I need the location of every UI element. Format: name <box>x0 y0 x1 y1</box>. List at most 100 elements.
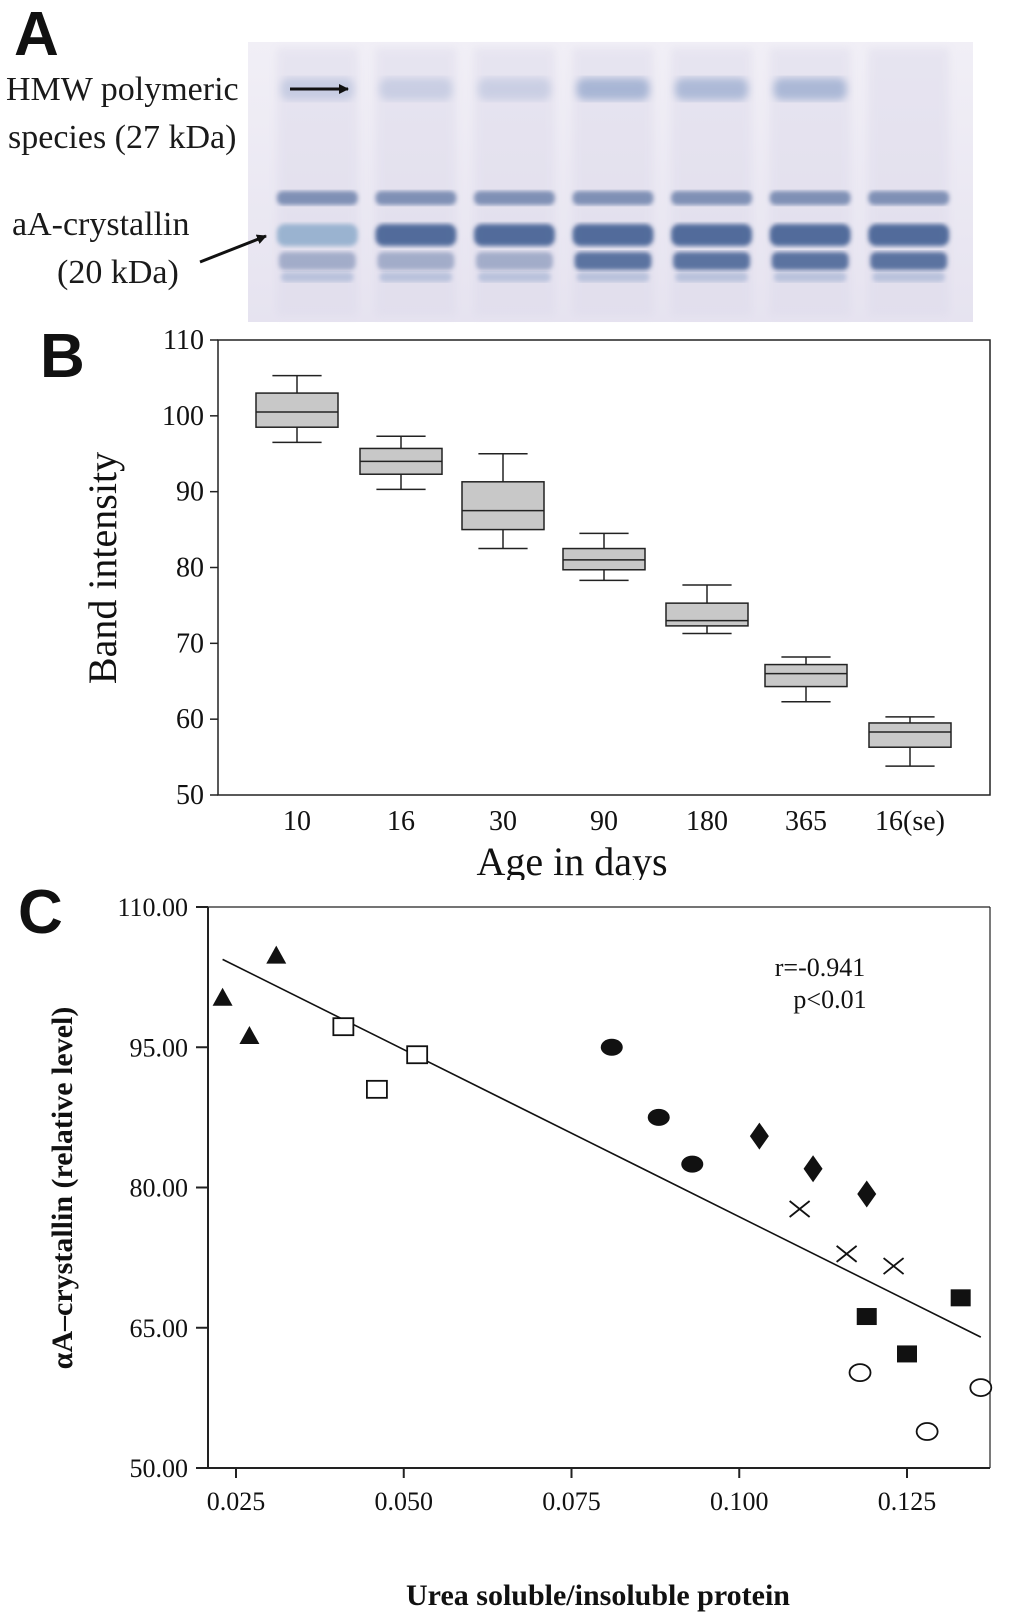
y-tick-label: 95.00 <box>130 1033 189 1062</box>
triangle-marker <box>212 987 233 1006</box>
x-tick-label: 30 <box>489 806 517 837</box>
open-square-marker <box>406 1045 429 1065</box>
x-tick-label: 180 <box>686 806 728 837</box>
y-tick-label: 110.00 <box>117 893 188 922</box>
y-tick-label: 90 <box>176 477 204 508</box>
box-365 <box>764 656 848 703</box>
upper-band <box>375 191 457 205</box>
diamond-marker <box>749 1122 769 1150</box>
gel-lane <box>868 48 950 316</box>
box-16se <box>868 716 952 767</box>
upper-band <box>868 191 950 205</box>
y-tick-label: 60 <box>176 704 204 735</box>
series-30-days <box>600 1038 704 1173</box>
box-30 <box>461 453 545 550</box>
x-tick-label: 365 <box>785 806 827 837</box>
hmw-band <box>675 78 748 100</box>
gel-lane <box>474 48 555 316</box>
triangle-marker <box>266 945 287 964</box>
iqr-box <box>461 481 545 531</box>
lower-band <box>377 252 455 270</box>
panel-b-boxplot: 50 60 70 80 90 100 110 10 16 30 90 180 365 16(se) Ba… <box>80 325 991 880</box>
faint-band <box>675 272 748 282</box>
upper-band <box>769 191 851 205</box>
regression-line <box>222 958 982 1338</box>
x-axis: 0.025 0.050 0.075 0.100 0.125 <box>207 1468 936 1516</box>
x-tick-label: 90 <box>590 806 618 837</box>
upper-band <box>474 191 555 205</box>
x-tick-label: 0.075 <box>542 1487 601 1516</box>
iqr-box <box>665 602 749 627</box>
gel-lane <box>671 48 752 316</box>
filled-circle-marker <box>647 1108 670 1126</box>
hmw-label-line1: HMW polymeric <box>6 71 239 108</box>
gel-lane <box>375 48 457 316</box>
filled-square-marker <box>856 1308 877 1326</box>
faint-band <box>576 272 650 282</box>
lane-shade <box>868 48 950 316</box>
lower-band <box>673 252 750 270</box>
y-axis-title: Band intensity <box>80 452 125 684</box>
x-tick-label: 16(se) <box>875 806 945 837</box>
filled-circle-marker <box>681 1155 704 1173</box>
gel-lanes <box>276 48 950 316</box>
series-16-se--days <box>848 1363 993 1441</box>
filled-circle-marker <box>600 1038 623 1056</box>
box-10 <box>255 374 339 444</box>
upper-band <box>276 191 358 205</box>
aa-crystallin-label-line2: (20 kDa) <box>57 254 179 291</box>
gel-lane <box>769 48 851 316</box>
y-axis: 50.00 65.00 80.00 95.00 110.00 <box>117 893 208 1483</box>
iqr-box <box>868 722 952 748</box>
y-tick-label: 110 <box>163 325 204 356</box>
x-tick-label: 0.100 <box>710 1487 769 1516</box>
faint-band <box>280 272 354 282</box>
panel-a-gel: A HMW polymeric species (27 kDa) aA-crys… <box>0 0 1025 330</box>
panel-letter-c: C <box>18 878 63 947</box>
y-axis-title: αA–crystallin (relative level) <box>46 1007 79 1370</box>
hmw-band <box>379 78 453 100</box>
y-axis: 50 60 70 80 90 100 110 <box>162 325 218 811</box>
y-tick-label: 80.00 <box>130 1174 189 1203</box>
triangle-marker <box>239 1026 260 1045</box>
iqr-box <box>255 392 339 428</box>
y-tick-label: 65.00 <box>130 1314 189 1343</box>
data-points <box>212 945 993 1441</box>
y-tick-label: 50 <box>176 780 204 811</box>
y-tick-label: 70 <box>176 628 204 659</box>
open-square-marker <box>366 1079 388 1099</box>
iqr-box <box>562 547 646 571</box>
lower-band <box>476 252 553 270</box>
box-180 <box>665 584 749 635</box>
x-tick-label: 0.050 <box>375 1487 434 1516</box>
x-axis-title: Age in days <box>476 839 667 880</box>
faint-band <box>872 272 946 282</box>
series-90-days <box>749 1122 877 1208</box>
gel-lane <box>572 48 654 316</box>
hmw-band <box>773 78 847 100</box>
hmw-band <box>576 78 650 100</box>
main-band <box>276 224 358 246</box>
open-circle-marker <box>915 1422 939 1441</box>
series-10-days <box>212 945 287 1045</box>
open-circle-marker <box>848 1363 872 1383</box>
series-365-days <box>856 1289 971 1363</box>
y-tick-label: 100 <box>162 401 204 432</box>
boxes <box>255 374 952 767</box>
iqr-box <box>764 663 848 688</box>
panel-letter-a: A <box>14 0 59 69</box>
p-value-annotation: p<0.01 <box>793 985 866 1014</box>
panel-letter-b: B <box>40 322 85 391</box>
x-axis-title: Urea soluble/insoluble protein <box>406 1579 790 1612</box>
lower-band <box>278 252 356 270</box>
faint-band <box>379 272 453 282</box>
box-16 <box>359 435 443 491</box>
main-band <box>572 224 654 246</box>
hmw-label-line2: species (27 kDa) <box>8 119 237 156</box>
x-tick-label: 16 <box>387 806 415 837</box>
open-square-marker <box>332 1017 355 1037</box>
main-band <box>868 224 950 246</box>
x-axis: 10 16 30 90 180 365 16(se) <box>283 806 945 837</box>
filled-square-marker <box>950 1289 971 1307</box>
